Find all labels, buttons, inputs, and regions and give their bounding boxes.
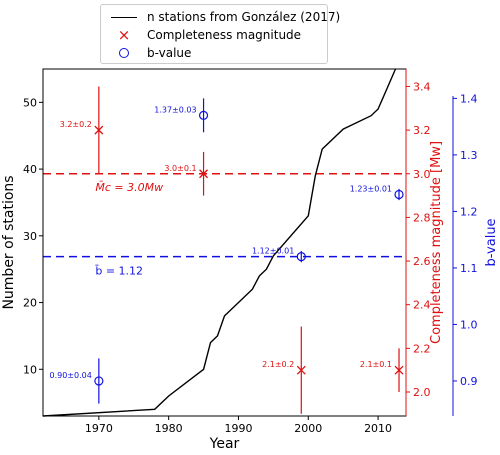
bvalue-tick-label: 1.2: [460, 205, 478, 218]
reference-label-b: b̄ = 1.12: [95, 265, 143, 278]
bvalue-tick-label: 1.3: [460, 149, 478, 162]
x-tick-label: 2010: [364, 422, 392, 435]
data-point-bvalue: [198, 110, 209, 120]
data-label: 3.2±0.2: [60, 120, 92, 129]
legend-swatch-line: [107, 16, 141, 18]
data-label: 1.12±0.01: [252, 247, 294, 256]
legend: n stations from González (2017) × Comple…: [100, 4, 340, 64]
right-tick-label: 2.2: [413, 342, 431, 355]
legend-entry-stations: n stations from González (2017): [101, 8, 340, 26]
left-tick-label: 50: [23, 96, 37, 109]
bvalue-tick-label: 1.1: [460, 262, 478, 275]
x-tick-label: 2000: [294, 422, 322, 435]
legend-label-stations: n stations from González (2017): [147, 10, 341, 24]
data-point-bvalue: [94, 376, 104, 386]
left-axis-label: Number of stations: [1, 175, 17, 309]
left-tick-label: 20: [23, 297, 37, 310]
data-point-bvalue: [296, 252, 306, 262]
x-tick-label: 1980: [155, 422, 183, 435]
right-tick-label: 2.0: [413, 386, 431, 399]
data-point-completeness: [199, 169, 209, 179]
data-label: 1.23±0.01: [350, 184, 392, 193]
data-point-completeness: [394, 365, 404, 375]
data-label: 0.90±0.04: [50, 371, 92, 380]
plot-frame: [42, 68, 407, 417]
legend-swatch-x: ×: [117, 25, 131, 44]
bvalue-axis-label: b-value: [484, 218, 499, 266]
legend-entry-completeness: × Completeness magnitude: [101, 26, 301, 44]
legend-swatch-circle: [107, 48, 141, 58]
right-tick-label: 2.8: [413, 211, 431, 224]
right-tick-label: 3.2: [413, 124, 431, 137]
data-point-bvalue: [394, 189, 404, 200]
left-tick-label: 40: [23, 163, 37, 176]
right-tick-label: 2.6: [413, 255, 431, 268]
left-tick-label: 10: [23, 363, 37, 376]
data-label: 3.0±0.1: [164, 164, 196, 173]
data-label: 2.1±0.2: [262, 360, 294, 369]
data-point-completeness: [296, 365, 306, 375]
x-axis-label: Year: [209, 436, 240, 452]
right-tick-label: 2.4: [413, 299, 431, 312]
bvalue-tick-label: 1.0: [460, 318, 478, 331]
right-tick-label: 3.0: [413, 168, 431, 181]
right-axis-label: Completeness magnitude [Mw]: [429, 141, 444, 344]
legend-label-completeness: Completeness magnitude: [147, 28, 302, 42]
data-label: 1.37±0.03: [154, 105, 196, 114]
right-tick-label: 3.4: [413, 80, 431, 93]
bvalue-tick-label: 0.9: [460, 375, 478, 388]
series-line-stations: [42, 68, 397, 417]
x-tick-label: 1990: [224, 422, 252, 435]
reference-label-mc: M̄c = 3.0Mw: [95, 181, 163, 194]
x-tick-label: 1970: [85, 422, 113, 435]
data-label: 2.1±0.1: [360, 360, 392, 369]
legend-label-bvalue: b-value: [147, 46, 192, 60]
data-point-completeness: [94, 125, 104, 135]
left-tick-label: 30: [23, 230, 37, 243]
bvalue-tick-label: 1.4: [460, 92, 478, 105]
legend-entry-bvalue: b-value: [101, 44, 191, 62]
